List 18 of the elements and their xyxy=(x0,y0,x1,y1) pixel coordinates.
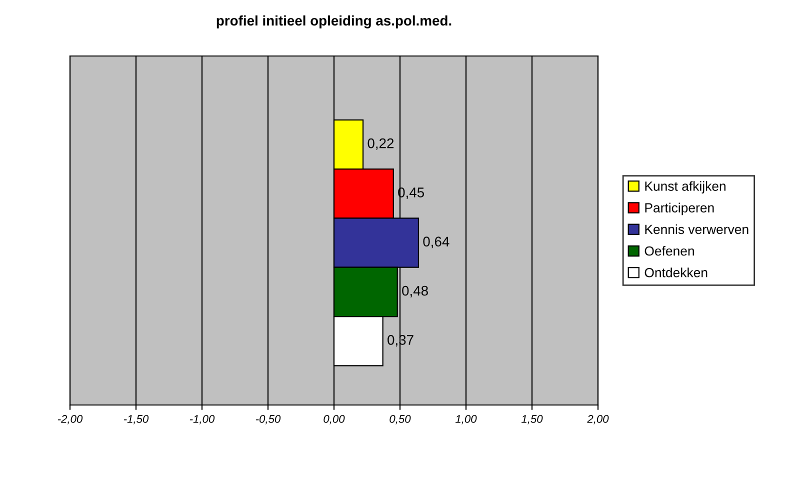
x-tick-label: -2,00 xyxy=(58,415,83,424)
x-tick-label: 2,00 xyxy=(587,415,609,424)
legend-label: Ontdekken xyxy=(644,268,708,278)
x-tick-label: 0,50 xyxy=(390,415,411,424)
x-tick-label: 1,00 xyxy=(455,415,477,424)
x-tick-label: 0,00 xyxy=(324,415,345,424)
x-tick-label: 1,50 xyxy=(521,415,543,424)
legend-label: Oefenen xyxy=(644,246,694,256)
legend-label: Participeren xyxy=(645,202,714,216)
data-label: 0,64 xyxy=(423,236,450,248)
x-tick-label: -1,00 xyxy=(190,415,215,424)
x-tick-label: -0,50 xyxy=(256,415,281,424)
data-label: 0,48 xyxy=(402,286,428,298)
chart-title: profiel initieel opleiding as.pol.med. xyxy=(216,15,452,28)
legend-label: Kunst afkijken xyxy=(645,181,726,194)
x-tick-label: -1,50 xyxy=(124,415,149,424)
data-label: 0,22 xyxy=(368,138,394,150)
legend-label: Kennis verwerven xyxy=(645,224,748,234)
